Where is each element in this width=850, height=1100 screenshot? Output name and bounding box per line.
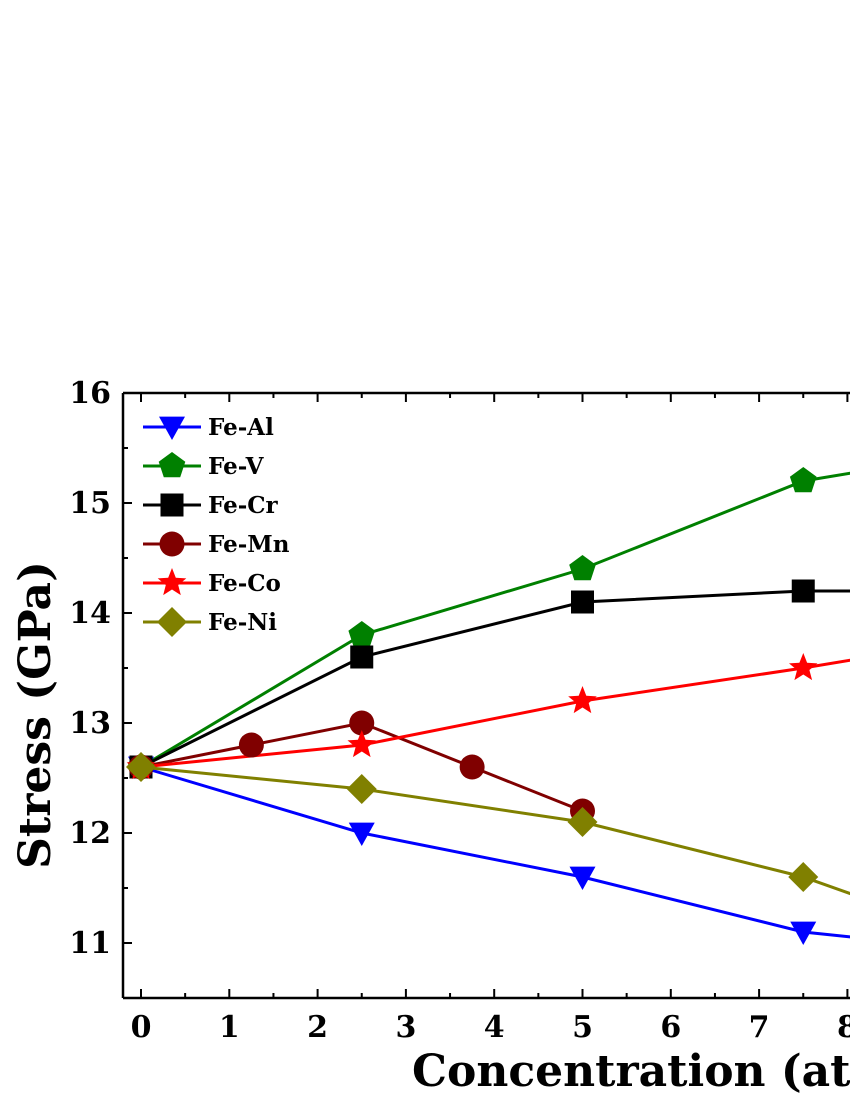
x-tick-label: 1 (219, 1010, 240, 1045)
data-point-fe-al (790, 921, 817, 945)
legend-label-fe-co: Fe-Co (208, 570, 281, 597)
y-tick-label: 13 (69, 706, 111, 741)
data-point-fe-v (569, 555, 596, 581)
data-point-fe-ni (126, 752, 156, 782)
legend: Fe-Al Fe-V Fe-Cr Fe-Mn Fe-Co Fe-Ni (143, 414, 290, 637)
data-point-fe-cr (350, 645, 374, 669)
x-tick-label: 5 (572, 1010, 593, 1045)
data-point-fe-v (348, 621, 376, 647)
data-point-fe-al (348, 822, 375, 846)
y-tick-label: 12 (69, 816, 111, 851)
legend-marker-fe-ni (157, 607, 187, 637)
data-point-fe-cr (791, 579, 815, 603)
data-point-fe-mn (238, 732, 264, 758)
legend-marker-fe-v (158, 452, 186, 478)
y-axis-title: Stress (GPa) (10, 561, 61, 869)
x-tick-label: 6 (660, 1010, 681, 1045)
data-point-fe-co (789, 653, 818, 681)
data-point-fe-ni (346, 774, 377, 804)
legend-label-fe-cr: Fe-Cr (208, 492, 279, 519)
legend-marker-fe-cr (160, 493, 184, 517)
legend-label-fe-mn: Fe-Mn (208, 531, 290, 558)
x-tick-label: 8 (837, 1010, 850, 1045)
data-point-fe-v (789, 467, 817, 493)
data-point-fe-co (568, 686, 597, 714)
series-line-fe-al (140, 765, 850, 939)
data-point-fe-ni (567, 807, 598, 837)
data-point-fe-co (347, 730, 376, 758)
x-tick-label: 0 (131, 1010, 152, 1045)
legend-label-fe-ni: Fe-Ni (208, 609, 277, 636)
legend-marker-fe-mn (159, 531, 185, 557)
series-line-fe-ni (140, 765, 850, 896)
x-axis-title: Concentration (at.%) (412, 1046, 850, 1097)
x-tick-label: 7 (749, 1010, 770, 1045)
x-tick-label: 4 (484, 1010, 505, 1045)
y-tick-label: 16 (69, 376, 111, 411)
legend-marker-fe-al (159, 416, 185, 440)
legend-label-fe-v: Fe-V (208, 453, 265, 480)
x-tick-label: 3 (395, 1010, 416, 1045)
data-point-fe-cr (571, 590, 594, 614)
legend-label-fe-al: Fe-Al (208, 414, 274, 441)
x-tick-label: 2 (307, 1010, 328, 1045)
y-tick-label: 15 (69, 486, 111, 521)
y-tick-label: 14 (69, 596, 111, 631)
data-point-fe-al (569, 866, 596, 890)
data-point-fe-mn (349, 710, 375, 736)
y-tick-label: 11 (69, 926, 111, 961)
data-point-fe-ni (788, 862, 819, 892)
legend-marker-fe-co (157, 568, 187, 596)
plot-area (126, 467, 850, 945)
series-group (126, 467, 850, 945)
data-point-fe-mn (459, 754, 485, 780)
